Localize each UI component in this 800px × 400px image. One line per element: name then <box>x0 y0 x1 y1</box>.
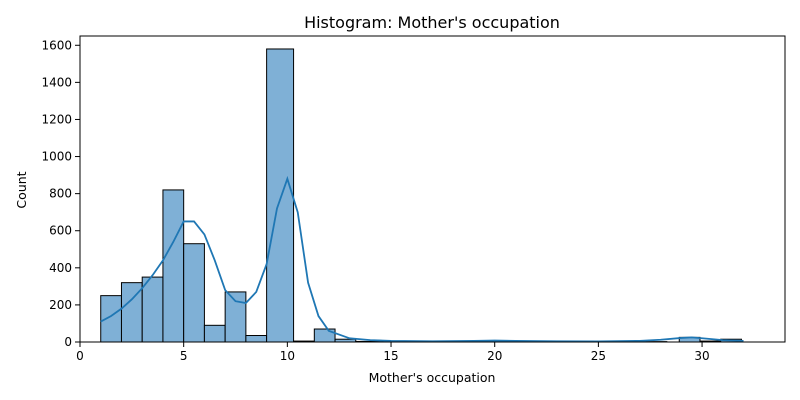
histogram-bar <box>224 291 247 343</box>
y-axis-label: Count <box>14 171 29 208</box>
kde-curve <box>100 175 744 343</box>
y-tick-label: 1600 <box>41 38 72 52</box>
x-axis-ticks: 0 5 10 15 20 25 30 <box>76 342 710 363</box>
chart-title: Histogram: Mother's occupation <box>304 13 560 32</box>
x-tick-label: 10 <box>280 349 295 363</box>
histogram-bar <box>203 324 226 343</box>
y-tick-label: 800 <box>49 187 72 201</box>
histogram-bar <box>313 328 336 343</box>
x-tick-label: 15 <box>383 349 398 363</box>
y-tick-label: 1000 <box>41 150 72 164</box>
y-tick-label: 0 <box>64 335 72 349</box>
x-tick-label: 30 <box>694 349 709 363</box>
plot-frame <box>79 35 786 343</box>
y-tick-label: 200 <box>49 298 72 312</box>
y-axis-ticks: 0 200 400 600 800 1000 1200 1400 1600 <box>41 38 80 349</box>
x-tick-label: 25 <box>591 349 606 363</box>
histogram-bar <box>162 189 185 343</box>
x-tick-label: 0 <box>76 349 84 363</box>
y-tick-label: 400 <box>49 261 72 275</box>
y-tick-label: 1400 <box>41 75 72 89</box>
histogram-bar <box>245 335 268 343</box>
histogram-bar <box>183 243 205 343</box>
y-tick-label: 1200 <box>41 112 72 126</box>
x-tick-label: 5 <box>180 349 188 363</box>
y-tick-label: 600 <box>49 224 72 238</box>
histogram-bar <box>100 295 122 343</box>
x-tick-label: 20 <box>487 349 502 363</box>
histogram-bar <box>266 48 295 343</box>
histogram-bars <box>100 48 742 343</box>
histogram-bar <box>141 276 164 343</box>
x-axis-label: Mother's occupation <box>369 370 496 385</box>
